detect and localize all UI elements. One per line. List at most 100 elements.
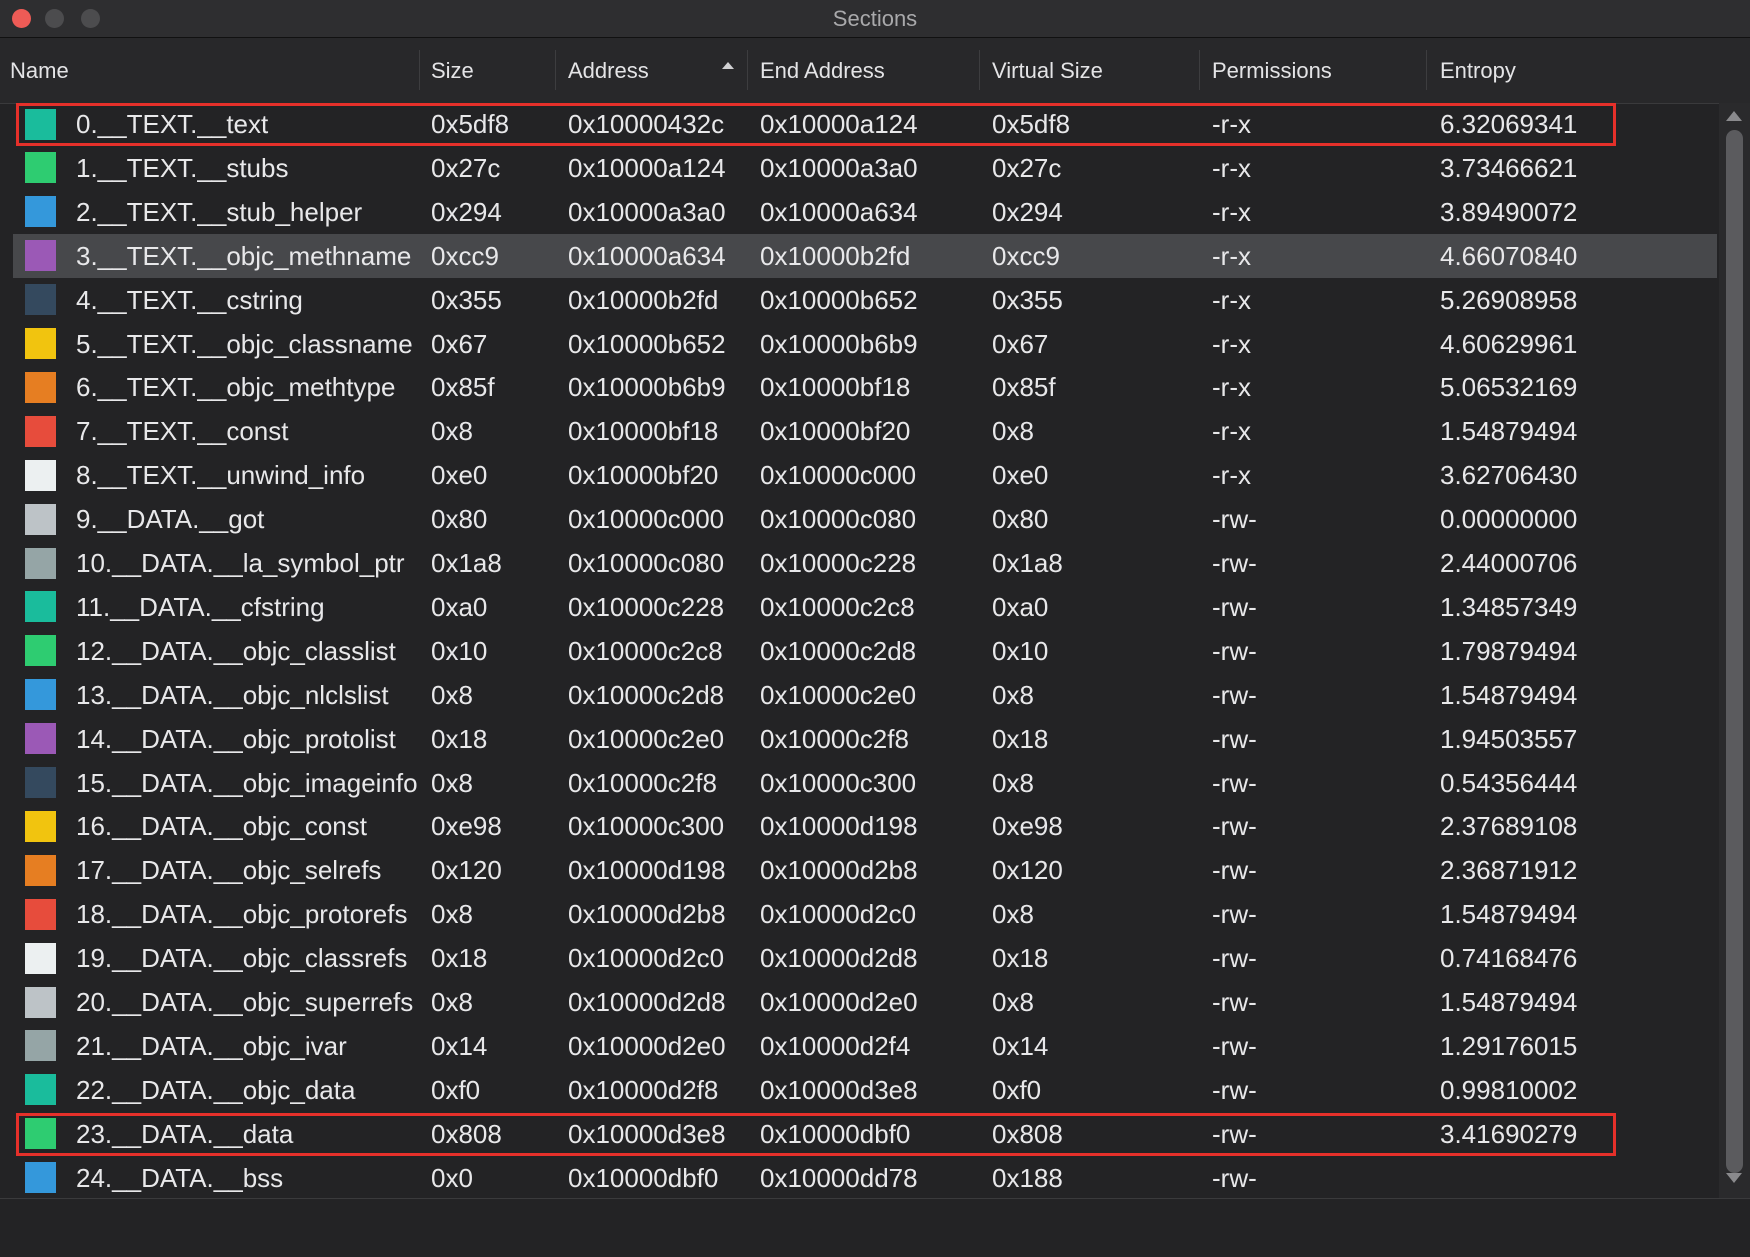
table-cell[interactable]: 12.__DATA.__objc_classlist	[76, 635, 396, 666]
table-cell[interactable]: 6.__TEXT.__objc_methtype	[76, 372, 396, 403]
color-swatch	[25, 591, 56, 623]
table-cell[interactable]: 21.__DATA.__objc_ivar	[76, 1030, 347, 1061]
close-button[interactable]	[12, 9, 31, 28]
table-cell: 0x188	[992, 1162, 1063, 1193]
table-cell[interactable]: 23.__DATA.__data	[76, 1118, 294, 1149]
table-cell[interactable]: 0.__TEXT.__text	[76, 109, 269, 139]
table-cell[interactable]: 19.__DATA.__objc_classrefs	[76, 943, 408, 974]
column-header[interactable]: Virtual Size	[992, 58, 1103, 83]
table-cell: 0x10000d2c0	[568, 943, 725, 974]
footer	[0, 1198, 1750, 1257]
table-cell: 0x10000c000	[760, 460, 917, 491]
sort-indicator	[722, 62, 734, 69]
table-cell: -r-x	[1212, 196, 1251, 227]
table-cell: 0x67	[992, 328, 1049, 359]
table-cell: 0x8	[992, 416, 1034, 447]
table-cell: 0x10000c228	[568, 591, 725, 622]
table-cell: 0x5df8	[992, 109, 1071, 139]
column-divider	[419, 50, 420, 90]
table-cell: 0x355	[431, 284, 502, 315]
table-cell[interactable]: 10.__DATA.__la_symbol_ptr	[76, 548, 405, 578]
color-swatch	[25, 196, 56, 228]
table-cell: -rw-	[1212, 855, 1257, 886]
table-cell: 0x10000dbf0	[760, 1118, 911, 1149]
table-cell[interactable]: 22.__DATA.__objc_data	[76, 1074, 356, 1105]
table-cell: 0x10000b6b9	[568, 372, 726, 403]
table-cell[interactable]: 1.__TEXT.__stubs	[76, 152, 289, 183]
table-cell: 0x120	[992, 855, 1063, 886]
table-cell: 0x10000c2f8	[568, 767, 717, 798]
table-cell[interactable]: 13.__DATA.__objc_nlclslist	[76, 679, 389, 710]
table-cell: -r-x	[1212, 460, 1251, 491]
table-cell: 0x27c	[992, 152, 1062, 183]
column-header[interactable]: Permissions	[1212, 58, 1332, 83]
table-cell[interactable]: 16.__DATA.__objc_const	[76, 811, 367, 842]
table-cell: 3.62706430	[1440, 460, 1578, 491]
column-header[interactable]: Address	[568, 58, 649, 83]
zoom-button[interactable]	[81, 9, 100, 28]
column-header[interactable]: End Address	[760, 58, 885, 83]
table-cell[interactable]: 5.__TEXT.__objc_classname	[76, 328, 413, 359]
table-cell: 0x67	[431, 328, 488, 359]
table-cell: 0x8	[431, 767, 473, 798]
table-cell: 0x10000dd78	[760, 1162, 918, 1193]
table-cell: 0xe0	[431, 460, 488, 491]
table-cell: 0x10000d2d8	[568, 987, 726, 1017]
table-cell: 0.54356444	[1440, 767, 1578, 798]
table-cell: 0x10000b652	[760, 284, 918, 315]
table-cell[interactable]: 2.__TEXT.__stub_helper	[76, 196, 363, 227]
table-cell: 0x10000d2b8	[760, 855, 918, 886]
column-header[interactable]: Name	[10, 58, 69, 83]
table-cell: 0x18	[431, 943, 488, 974]
table-cell: 0x10000b2fd	[760, 240, 911, 271]
table-cell: 2.44000706	[1440, 548, 1578, 578]
column-header[interactable]: Size	[431, 58, 474, 83]
table-cell: 0x80	[431, 504, 488, 535]
color-swatch	[25, 1162, 56, 1194]
table-cell[interactable]: 18.__DATA.__objc_protorefs	[76, 899, 408, 930]
table-cell: 1.29176015	[1440, 1030, 1578, 1061]
minimize-button[interactable]	[45, 9, 64, 28]
table-cell[interactable]: 8.__TEXT.__unwind_info	[76, 460, 366, 491]
scroll-down[interactable]	[1726, 1172, 1742, 1184]
table-cell[interactable]: 15.__DATA.__objc_imageinfo	[76, 767, 418, 798]
table-cell: 0xf0	[431, 1074, 481, 1105]
highlight-box	[16, 1112, 1616, 1156]
table-cell: -r-x	[1212, 109, 1251, 139]
table-cell: 0x808	[992, 1118, 1063, 1149]
table-cell: 0.00000000	[1440, 504, 1578, 535]
scroll-thumb[interactable]	[1726, 130, 1743, 1173]
table-cell: 0x10000b6b9	[760, 328, 918, 359]
table-cell: 0x1a8	[431, 548, 502, 578]
table-cell: 0x10000c2d8	[568, 679, 725, 710]
table-cell[interactable]: 9.__DATA.__got	[76, 504, 265, 535]
table-cell: 0x10000c300	[760, 767, 917, 798]
table-cell: 0x10000d198	[760, 811, 918, 842]
table-cell: 0x85f	[992, 372, 1056, 403]
table-cell: 3.89490072	[1440, 196, 1578, 227]
table-cell: 1.54879494	[1440, 416, 1578, 447]
table-cell: -rw-	[1212, 679, 1257, 710]
table-cell[interactable]: 24.__DATA.__bss	[76, 1162, 284, 1193]
column-header[interactable]: Entropy	[1440, 58, 1516, 83]
table-cell: 0x8	[992, 987, 1034, 1017]
table-cell: 0xf0	[992, 1074, 1042, 1105]
scroll-up[interactable]	[1726, 110, 1742, 122]
table-cell: 0x10000c2d8	[760, 635, 917, 666]
table-cell[interactable]: 7.__TEXT.__const	[76, 416, 289, 447]
column-divider	[979, 50, 980, 90]
color-swatch	[25, 854, 56, 886]
table-cell: 5.06532169	[1440, 372, 1578, 403]
table-cell[interactable]: 20.__DATA.__objc_superrefs	[76, 987, 414, 1017]
table-cell[interactable]: 17.__DATA.__objc_selrefs	[76, 855, 382, 886]
table-cell[interactable]: 11.__DATA.__cfstring	[76, 591, 325, 622]
table-cell[interactable]: 4.__TEXT.__cstring	[76, 284, 303, 315]
table-cell[interactable]: 3.__TEXT.__objc_methname	[76, 240, 412, 271]
table-cell: 1.54879494	[1440, 987, 1578, 1017]
color-swatch	[25, 328, 56, 359]
table-cell: 1.94503557	[1440, 723, 1578, 754]
color-swatch	[25, 152, 56, 184]
table-cell[interactable]: 14.__DATA.__objc_protolist	[76, 723, 396, 754]
color-swatch	[25, 459, 56, 491]
table-cell: -rw-	[1212, 1118, 1257, 1149]
